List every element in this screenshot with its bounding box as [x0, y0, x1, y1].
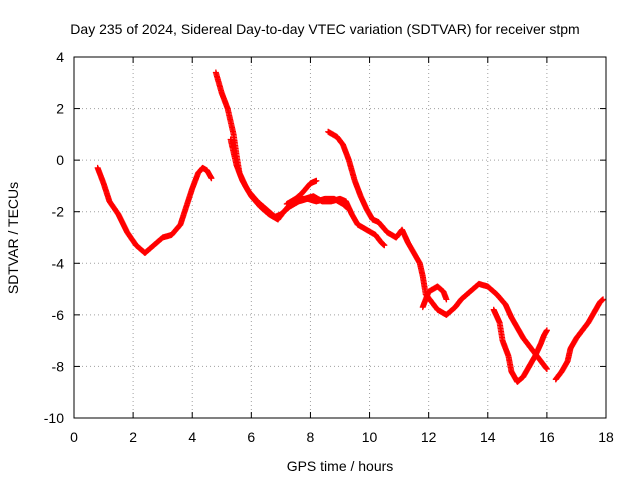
data-point	[543, 327, 550, 334]
y-tick-label: -10	[44, 410, 64, 426]
x-axis-label: GPS time / hours	[287, 458, 394, 474]
axis-ticks: 0 2 4 6 8 10 12 14 16 18 -10 -8 -6 -4 -2 0 2 4	[44, 49, 614, 445]
y-tick-label: -4	[52, 255, 65, 271]
x-tick-label: 0	[70, 429, 78, 445]
series-arc-5	[325, 128, 550, 373]
chart-title: Day 235 of 2024, Sidereal Day-to-day VTE…	[70, 21, 579, 37]
series-arc-4	[283, 193, 388, 249]
y-tick-label: -8	[52, 358, 65, 374]
data-point	[313, 177, 320, 184]
x-tick-label: 12	[421, 429, 437, 445]
plot-frame	[73, 56, 607, 419]
series-arc-1	[94, 164, 215, 256]
x-tick-label: 16	[539, 429, 555, 445]
grid	[74, 57, 606, 418]
y-tick-label: -2	[52, 204, 65, 220]
data-point	[543, 366, 550, 373]
series-arc-8	[552, 296, 607, 383]
data-series	[94, 69, 607, 385]
data-point	[443, 296, 450, 303]
x-tick-label: 14	[480, 429, 496, 445]
y-axis-label: SDTVAR / TECUs	[5, 182, 21, 294]
data-point	[381, 242, 388, 249]
x-tick-label: 8	[307, 429, 315, 445]
x-tick-label: 10	[362, 429, 378, 445]
x-tick-label: 2	[129, 429, 137, 445]
series-arc-3	[227, 136, 352, 220]
series-arc-7	[490, 306, 550, 385]
x-tick-label: 4	[188, 429, 196, 445]
x-tick-label: 18	[598, 429, 614, 445]
series-arc-6	[419, 283, 450, 311]
y-tick-label: 4	[56, 49, 64, 65]
y-tick-label: 0	[56, 152, 64, 168]
x-tick-label: 6	[247, 429, 255, 445]
y-tick-label: -6	[52, 307, 65, 323]
y-tick-label: 2	[56, 101, 64, 117]
data-point	[600, 296, 607, 303]
data-point	[208, 175, 215, 182]
